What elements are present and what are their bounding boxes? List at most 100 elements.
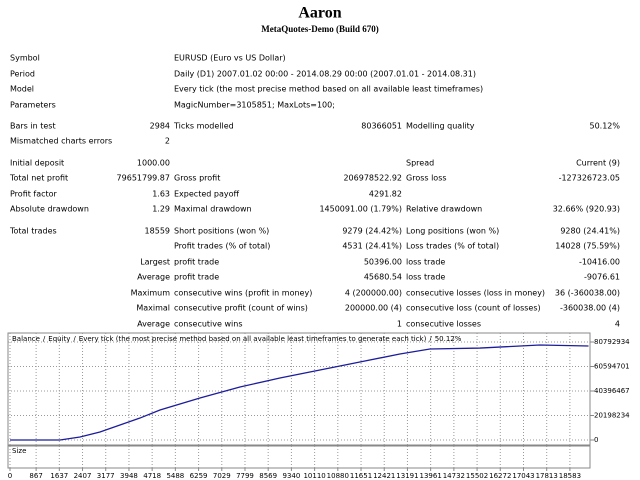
report-cell: consecutive loss (count of losses) — [406, 304, 541, 313]
report-cell: Total net profit — [9, 174, 68, 183]
legend-note: Every tick (the most precise method base… — [79, 335, 427, 343]
report-cell: 50.12% — [589, 122, 620, 131]
report-cell: Long positions (won %) — [406, 227, 499, 236]
chart-frame — [7, 332, 591, 446]
report-cell: 36 (-360038.00) — [555, 289, 620, 298]
x-tick-label: 5488 — [166, 472, 184, 480]
report-cell: Bars in test — [10, 122, 56, 131]
report-cell: 14028 (75.59%) — [555, 242, 620, 251]
y-tick-label: 80792934 — [594, 338, 630, 346]
report-cell: consecutive wins (profit in money) — [174, 289, 312, 298]
report-cell: 4 (200000.00) — [345, 289, 402, 298]
report-cell: consecutive losses — [406, 320, 481, 329]
report-cell: Gross loss — [406, 174, 447, 183]
x-tick-label: 7029 — [213, 472, 231, 480]
report-cell: Average — [137, 273, 170, 282]
report-cell: Profit factor — [10, 190, 58, 199]
report-subtitle: MetaQuotes-Demo (Build 670) — [261, 24, 378, 34]
y-tick-label: 60594701 — [594, 363, 630, 371]
x-tick-label: 14732 — [443, 472, 465, 480]
report-cell: Largest — [140, 258, 170, 267]
legend-separator: / — [429, 335, 432, 343]
x-tick-label: 18583 — [559, 472, 581, 480]
x-tick-label: 7799 — [236, 472, 254, 480]
report-cell: 32.66% (920.93) — [553, 205, 620, 214]
report-cell: Average — [137, 320, 170, 329]
report-cell: loss trade — [406, 258, 445, 267]
report-cell: 4 — [615, 320, 620, 329]
report-cell: Maximum — [131, 289, 171, 298]
report-cell: Symbol — [10, 54, 40, 63]
report-cell: Maximal — [136, 304, 170, 313]
legend-quality: 50.12% — [435, 335, 462, 343]
report-cell: Expected payoff — [174, 190, 239, 199]
report-cell: Profit trades (% of total) — [174, 242, 270, 251]
report-cell: Initial deposit — [10, 159, 64, 168]
x-tick-label: 15502 — [466, 472, 488, 480]
report-cell: 9279 (24.42%) — [342, 227, 402, 236]
x-tick-label: 12421 — [373, 472, 395, 480]
x-tick-label: 17813 — [536, 472, 558, 480]
report-cell: profit trade — [174, 273, 219, 282]
report-cell: 4531 (24.41%) — [342, 242, 402, 251]
report-cell: 1000.00 — [137, 159, 170, 168]
report-cell: consecutive profit (count of wins) — [174, 304, 308, 313]
report-cell: Short positions (won %) — [174, 227, 269, 236]
report-cell: 1 — [397, 320, 402, 329]
x-tick-label: 1637 — [50, 472, 68, 480]
report-cell: Model — [10, 85, 34, 94]
size-label: Size — [12, 447, 26, 455]
report-cell: MagicNumber=3105851; MaxLots=100; — [174, 101, 335, 110]
report-cell: consecutive losses (loss in money) — [406, 289, 545, 298]
y-tick-label: 40396467 — [594, 387, 630, 395]
report-cell: 1.29 — [152, 205, 170, 214]
x-tick-label: 4718 — [143, 472, 161, 480]
report-cell: Daily (D1) 2007.01.02 00:00 - 2014.08.29… — [174, 70, 476, 79]
report-cell: Period — [10, 70, 35, 79]
report-cell: Every tick (the most precise method base… — [174, 85, 483, 94]
legend-separator: / — [73, 335, 76, 343]
report-cell: 18559 — [145, 227, 170, 236]
size-panel — [7, 445, 591, 469]
x-tick-label: 16272 — [489, 472, 511, 480]
balance-line — [10, 344, 589, 441]
x-tick-label: 10880 — [327, 472, 349, 480]
report-cell: 79651799.87 — [117, 174, 170, 183]
x-tick-label: 0 — [8, 472, 12, 480]
x-tick-label: 3948 — [120, 472, 138, 480]
x-tick-label: 9340 — [282, 472, 300, 480]
report-cell: 2 — [165, 137, 170, 146]
report-cell: Spread — [406, 159, 434, 168]
report-cell: Modelling quality — [406, 122, 475, 131]
report-cell: Total trades — [9, 227, 57, 236]
x-tick-label: 10110 — [303, 472, 325, 480]
report-cell: 80366051 — [361, 122, 402, 131]
x-tick-label: 17043 — [512, 472, 534, 480]
report-cell: 206978522.92 — [343, 174, 402, 183]
report-cell: Parameters — [10, 101, 56, 110]
legend-equity: Equity — [48, 335, 70, 343]
report-cell: Ticks modelled — [173, 122, 234, 131]
report-cell: 2984 — [150, 122, 170, 131]
report-cell: 200000.00 (4) — [345, 304, 402, 313]
y-tick-label: 0 — [594, 436, 598, 444]
y-tick-label: 20198234 — [594, 412, 630, 420]
legend-balance: Balance — [12, 335, 40, 343]
legend-separator: / — [43, 335, 46, 343]
report-cell: -9076.61 — [584, 273, 620, 282]
x-tick-label: 13961 — [420, 472, 442, 480]
report-cell: -360038.00 (4) — [560, 304, 620, 313]
x-tick-label: 11651 — [350, 472, 372, 480]
x-tick-label: 3177 — [97, 472, 115, 480]
report-cell: Gross profit — [174, 174, 220, 183]
x-tick-label: 2407 — [74, 472, 92, 480]
x-tick-label: 6259 — [190, 472, 208, 480]
report-cell: Loss trades (% of total) — [406, 242, 499, 251]
report-cell: 50396.00 — [364, 258, 402, 267]
x-tick-label: 867 — [29, 472, 42, 480]
report-cell: 4291.82 — [369, 190, 402, 199]
report-cell: profit trade — [174, 258, 219, 267]
report-cell: Mismatched charts errors — [10, 137, 112, 146]
report-cell: 45680.54 — [364, 273, 402, 282]
